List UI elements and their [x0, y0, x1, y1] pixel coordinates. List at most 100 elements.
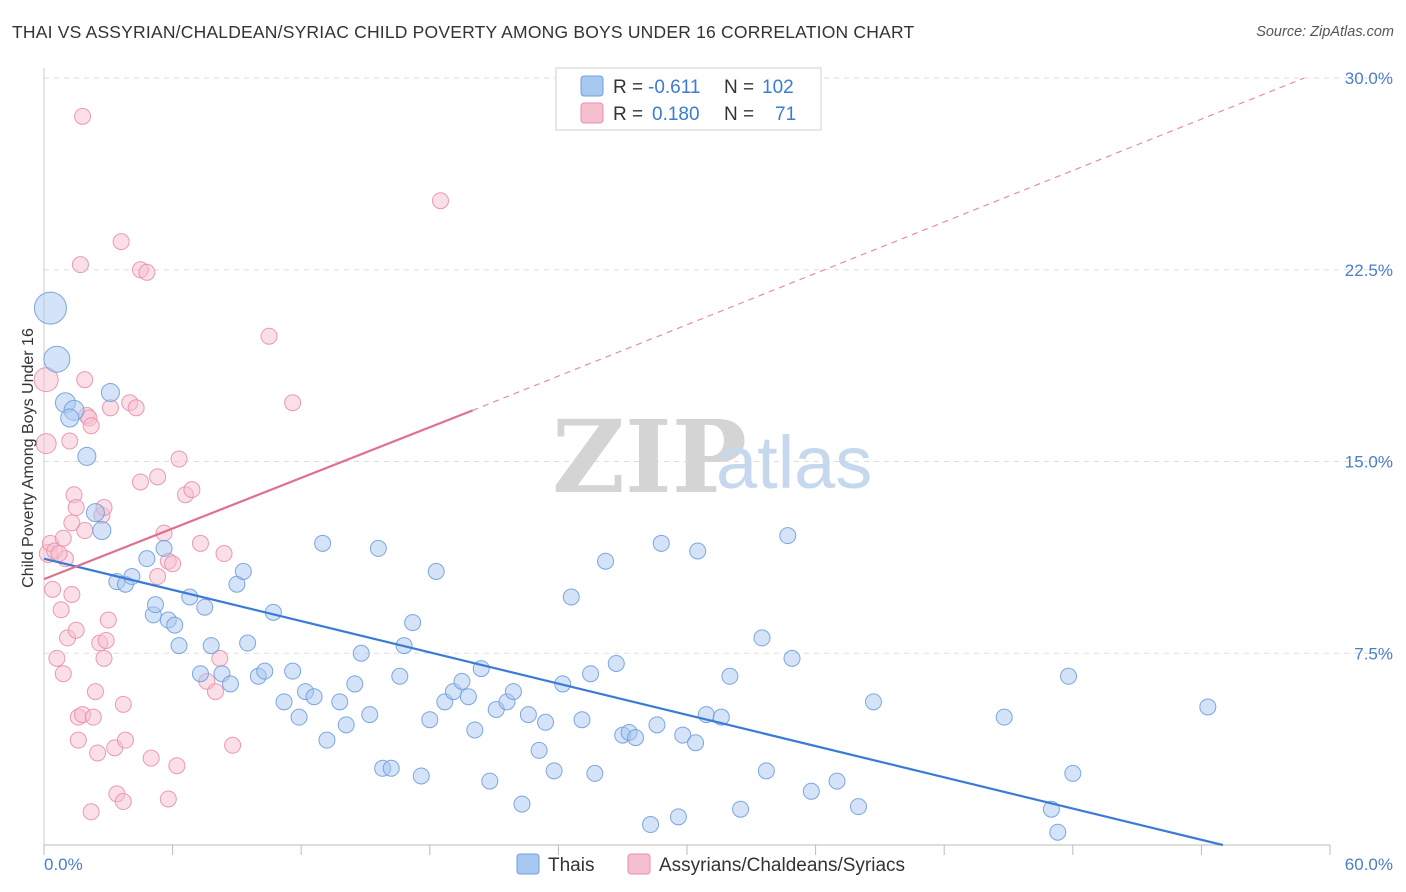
- legend-n-label-2: N =: [724, 104, 754, 125]
- thais-point: [864, 693, 882, 711]
- thais-point: [687, 734, 705, 752]
- assyrians-point: [67, 499, 85, 517]
- thais-point: [669, 808, 687, 826]
- thais-point: [60, 408, 80, 428]
- assyrians-point: [206, 683, 224, 701]
- thais-point: [275, 693, 293, 711]
- assyrians-point: [54, 665, 72, 683]
- thais-point: [545, 762, 563, 780]
- watermark-zip: ZIP: [552, 398, 747, 516]
- assyrians-point: [149, 468, 167, 486]
- assyrians-point: [67, 621, 85, 639]
- chart-title: THAI VS ASSYRIAN/CHALDEAN/SYRIAC CHILD P…: [12, 22, 915, 42]
- thais-point: [481, 772, 499, 790]
- x-tick-label-0: 0.0%: [44, 855, 83, 874]
- assyrians-point: [63, 514, 81, 532]
- thais-point: [421, 711, 439, 729]
- thais-point: [519, 706, 537, 724]
- thais-trend-line: [43, 557, 1224, 847]
- legend-n-value-2: 71: [775, 104, 796, 125]
- y-tick-label-3: 30.0%: [1345, 69, 1393, 88]
- thais-point: [146, 596, 164, 614]
- thais-point: [427, 562, 445, 580]
- thais-point: [1049, 823, 1067, 841]
- thais-point: [995, 708, 1013, 726]
- thais-point: [138, 550, 156, 568]
- thais-point: [459, 688, 477, 706]
- thais-point: [331, 693, 349, 711]
- legend-r-label-1: R =: [613, 77, 643, 98]
- assyrians-point: [260, 327, 278, 345]
- thais-point: [43, 345, 71, 373]
- thais-point: [346, 675, 364, 693]
- assyrians-point: [168, 757, 186, 775]
- assyrians-point: [215, 545, 233, 563]
- assyrians-point: [86, 683, 104, 701]
- thais-point: [648, 716, 666, 734]
- assyrians-point: [432, 192, 450, 210]
- bottom-legend-swatch-blue: [516, 853, 540, 875]
- watermark-atlas: atlas: [716, 421, 872, 504]
- thais-point: [221, 675, 239, 693]
- thais-point: [1199, 698, 1217, 716]
- assyrians-point: [89, 744, 107, 762]
- thais-point: [779, 527, 797, 545]
- grid-lines: [44, 77, 1392, 654]
- legend: R = -0.611 N = 102 R = 0.180 N = 71: [555, 67, 822, 131]
- thais-point: [352, 644, 370, 662]
- assyrians-point: [101, 399, 119, 417]
- thais-point: [155, 539, 173, 557]
- assyrians-point: [284, 394, 302, 412]
- thais-point: [391, 667, 409, 685]
- bottom-legend-assyrians: Assyrians/Chaldeans/Syriacs: [659, 855, 905, 876]
- thais-point: [689, 542, 707, 560]
- thais-point: [181, 588, 199, 606]
- thais-point: [721, 667, 739, 685]
- assyrians-point: [71, 256, 89, 274]
- thais-point: [562, 588, 580, 606]
- assyrians-point: [99, 611, 117, 629]
- assyrians-point: [183, 481, 201, 499]
- assyrians-point: [50, 545, 68, 563]
- bottom-legend: Thais Assyrians/Chaldeans/Syriacs: [516, 853, 905, 876]
- thais-point: [284, 662, 302, 680]
- assyrians-trend-line: [43, 409, 474, 581]
- assyrians-point: [52, 601, 70, 619]
- assyrians-point: [82, 803, 100, 821]
- x-tick-label-1: 60.0%: [1345, 855, 1393, 874]
- thais-point: [652, 534, 670, 552]
- assyrians-point: [44, 580, 62, 598]
- thais-point: [783, 649, 801, 667]
- legend-r-value-2: 0.180: [652, 104, 700, 125]
- thais-point: [802, 782, 820, 800]
- assyrians-point: [116, 731, 134, 749]
- assyrians-point: [224, 736, 242, 754]
- legend-r-label-2: R =: [613, 104, 643, 125]
- thais-point: [674, 726, 692, 744]
- thais-point: [170, 637, 188, 655]
- thais-point: [597, 552, 615, 570]
- assyrians-point: [112, 233, 130, 251]
- assyrians-point: [131, 473, 149, 491]
- thais-point: [757, 762, 775, 780]
- assyrians-point: [114, 695, 132, 713]
- y-tick-label-2: 22.5%: [1345, 261, 1393, 280]
- series-thais-points: [33, 291, 1217, 841]
- thais-point: [196, 598, 214, 616]
- assyrians-point: [76, 522, 94, 540]
- bottom-legend-thais: Thais: [548, 855, 594, 876]
- thais-point: [314, 534, 332, 552]
- thais-point: [828, 772, 846, 790]
- thais-point: [530, 741, 548, 759]
- thais-point: [573, 711, 591, 729]
- thais-point: [732, 800, 750, 818]
- thais-point: [412, 767, 430, 785]
- assyrians-point: [149, 568, 167, 586]
- assyrians-point: [114, 793, 132, 811]
- assyrians-point: [164, 555, 182, 573]
- thais-point: [607, 654, 625, 672]
- assyrians-point: [97, 631, 115, 649]
- thais-point: [92, 521, 112, 541]
- thais-point: [85, 503, 105, 523]
